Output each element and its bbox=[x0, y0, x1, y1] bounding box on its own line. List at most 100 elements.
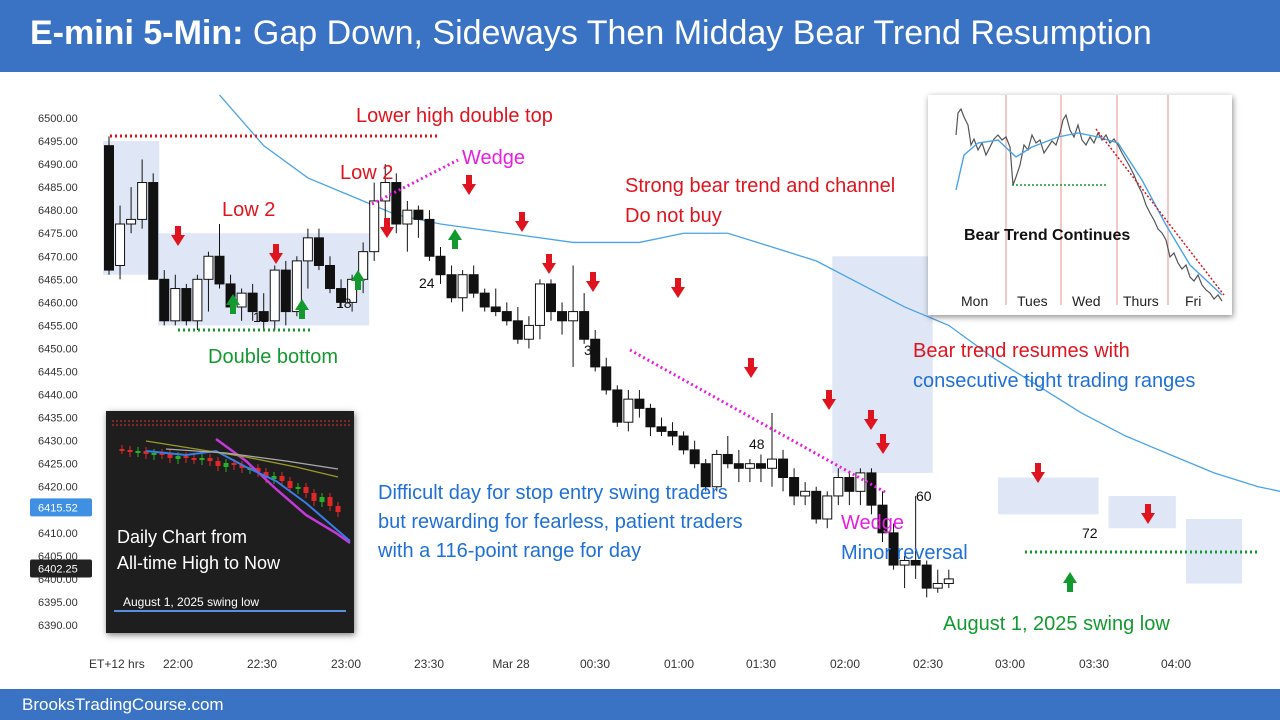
weekly-day-wed: Wed bbox=[1072, 293, 1101, 309]
swing-low-arrow-shaft bbox=[1067, 582, 1073, 592]
daily-chart-inset: Daily Chart from All-time High to Now Au… bbox=[106, 411, 354, 633]
sell-signal-arrow-shaft bbox=[1145, 504, 1151, 514]
swing-low-label: August 1, 2025 swing low bbox=[943, 613, 1170, 635]
bull-candle bbox=[291, 260, 302, 313]
daily-candle bbox=[223, 463, 229, 467]
bull-candle bbox=[623, 398, 634, 423]
bear-candle bbox=[888, 532, 899, 566]
bull-candle bbox=[800, 490, 811, 497]
sell-signal-arrow bbox=[864, 419, 878, 430]
x-tick-label: 23:00 bbox=[331, 657, 361, 671]
title-banner: E-mini 5-Min: Gap Down, Sideways Then Mi… bbox=[0, 0, 1280, 72]
difficult-day-label-1: Difficult day for stop entry swing trade… bbox=[378, 482, 728, 504]
bull-candle bbox=[402, 209, 413, 225]
bear-candle bbox=[258, 311, 269, 322]
price-tag-box bbox=[30, 498, 92, 517]
x-tick-label: 23:30 bbox=[414, 657, 444, 671]
daily-ma-olive bbox=[145, 440, 339, 478]
daily-ma-purple bbox=[215, 437, 351, 545]
daily-candles bbox=[119, 445, 341, 517]
bull-candle bbox=[943, 578, 954, 585]
bear-candle bbox=[280, 269, 291, 313]
sell-signal-arrow bbox=[515, 221, 529, 232]
daily-candle bbox=[287, 481, 293, 488]
daily-candle bbox=[279, 476, 285, 481]
y-tick-label: 6445.00 bbox=[38, 367, 78, 379]
weekly-day-mon: Mon bbox=[961, 293, 989, 309]
trading-range-box bbox=[1185, 518, 1243, 584]
sell-signal-arrow-shaft bbox=[1035, 463, 1041, 473]
bear-candle bbox=[778, 458, 789, 479]
bear-candle bbox=[391, 182, 402, 225]
bear-candle bbox=[446, 274, 457, 299]
bear-candle bbox=[656, 426, 667, 432]
sell-signal-arrow-shaft bbox=[466, 175, 472, 185]
difficult-day-label-3: with a 116-point range for day bbox=[378, 540, 642, 562]
bear-candle bbox=[181, 288, 192, 322]
y-tick-label: 6470.00 bbox=[38, 251, 78, 263]
bull-candle bbox=[855, 472, 866, 492]
trading-range-box bbox=[1108, 495, 1176, 529]
sell-signal-arrow-shaft bbox=[868, 410, 874, 420]
bull-candle bbox=[269, 269, 280, 322]
bear-candle bbox=[501, 311, 512, 322]
bull-candle bbox=[203, 255, 214, 280]
weekly-day-tues: Tues bbox=[1017, 293, 1048, 309]
bear-candle bbox=[689, 449, 700, 465]
strong-bear-label-1: Strong bear trend and channel bbox=[625, 175, 896, 197]
strong-bear-label-2: Do not buy bbox=[625, 205, 722, 227]
y-tick-label: 6390.00 bbox=[38, 620, 78, 632]
x-tick-label: 04:00 bbox=[1161, 657, 1191, 671]
bull-candle bbox=[568, 311, 579, 322]
bull-candle bbox=[457, 274, 468, 299]
sell-signal-arrow bbox=[269, 253, 283, 264]
lower-high-double-top-label: Lower high double top bbox=[356, 105, 553, 127]
title-rest: Gap Down, Sideways Then Midday Bear Tren… bbox=[243, 14, 1152, 52]
daily-candle bbox=[143, 451, 149, 454]
daily-chart-svg bbox=[112, 420, 352, 612]
daily-candle bbox=[119, 449, 125, 451]
y-tick-label: 6465.00 bbox=[38, 274, 78, 286]
weekly-day-fri: Fri bbox=[1185, 293, 1202, 309]
daily-candle bbox=[239, 465, 245, 468]
weekly-price-line bbox=[955, 107, 1223, 302]
sell-signal-arrow bbox=[1141, 513, 1155, 524]
bear-candle bbox=[634, 398, 645, 409]
daily-swing-low-label: August 1, 2025 swing low bbox=[123, 595, 260, 609]
y-tick-label: 6485.00 bbox=[38, 182, 78, 194]
bear-candle bbox=[413, 209, 424, 220]
bear-candle bbox=[490, 306, 501, 313]
bear-candle bbox=[910, 559, 921, 566]
footer-banner: BrooksTradingCourse.com bbox=[0, 689, 1280, 720]
sell-signal-arrow bbox=[1031, 472, 1045, 483]
bull-candle bbox=[192, 278, 203, 322]
x-tick-label: 02:30 bbox=[913, 657, 943, 671]
bear-candle bbox=[336, 288, 347, 303]
weekly-chart-svg bbox=[955, 95, 1225, 305]
buy-signal-arrow bbox=[226, 294, 240, 305]
bear-candle bbox=[159, 278, 170, 322]
daily-candle bbox=[199, 458, 205, 460]
double-bottom-label: Double bottom bbox=[208, 346, 339, 368]
difficult-day-label-2: but rewarding for fearless, patient trad… bbox=[378, 511, 743, 533]
bull-candle bbox=[115, 223, 126, 266]
sell-signal-arrow-shaft bbox=[590, 272, 596, 282]
sell-signal-arrow bbox=[586, 281, 600, 292]
bear-candle bbox=[667, 430, 678, 437]
price-tag-label: 6402.25 bbox=[38, 564, 78, 576]
buy-signal-arrow bbox=[448, 229, 462, 240]
y-tick-label: 6500.00 bbox=[38, 113, 78, 125]
bear-candle bbox=[325, 264, 335, 290]
buy-signal-arrow-shaft bbox=[355, 280, 361, 290]
sell-signal-arrow bbox=[171, 235, 185, 246]
daily-candle bbox=[207, 458, 213, 461]
daily-candle bbox=[215, 461, 221, 466]
bar-count-60: 60 bbox=[916, 488, 932, 504]
x-tick-label: 03:30 bbox=[1079, 657, 1109, 671]
y-tick-label: 6430.00 bbox=[38, 436, 78, 448]
price-tag-box bbox=[30, 559, 92, 578]
bear-candle bbox=[435, 255, 446, 276]
sell-signal-arrow-shaft bbox=[273, 244, 279, 254]
bull-candle bbox=[744, 463, 755, 469]
bear-candle bbox=[866, 472, 877, 506]
